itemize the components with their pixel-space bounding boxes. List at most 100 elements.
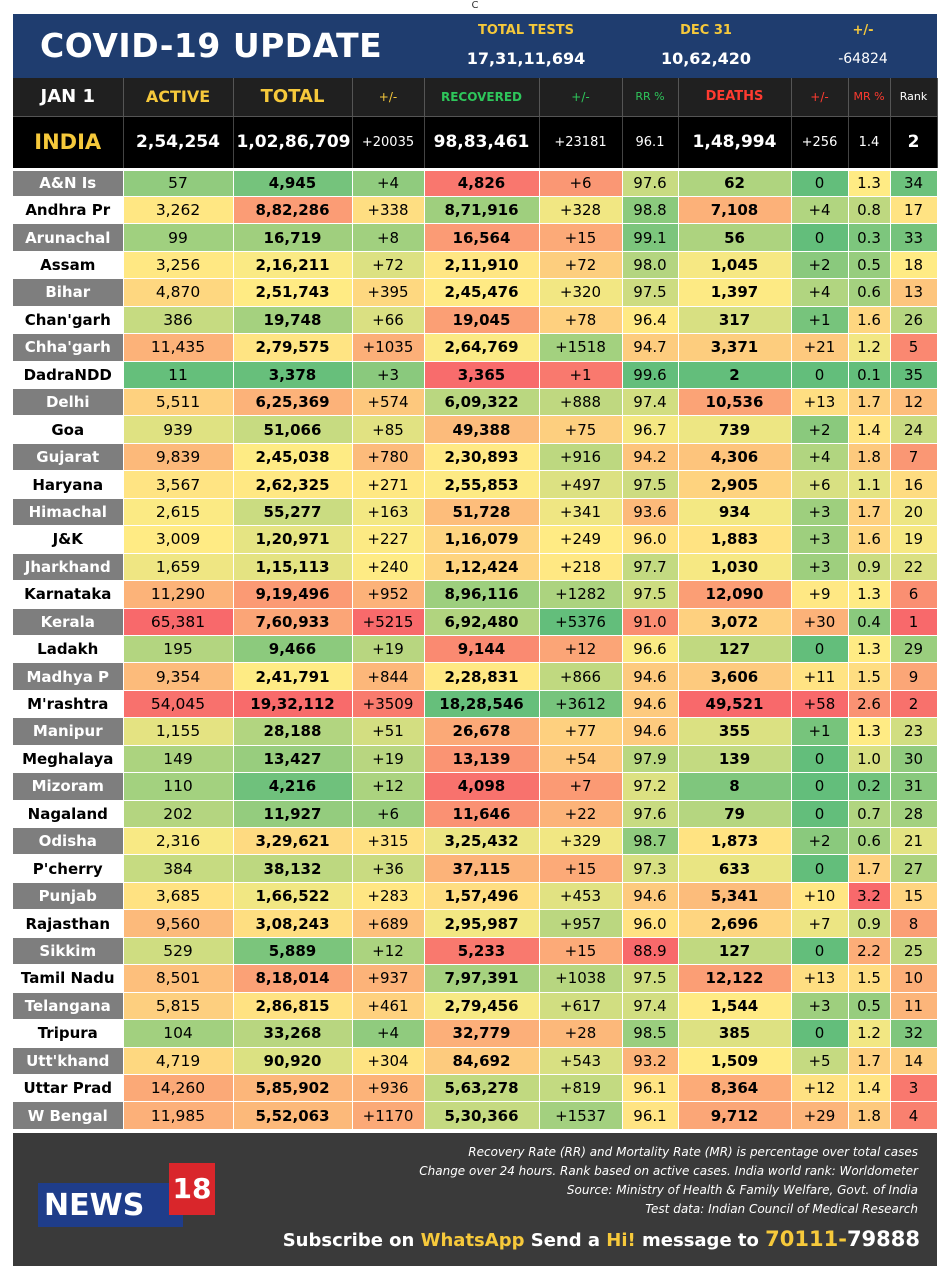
deaths-change-cell: 0 — [791, 854, 849, 883]
deaths-cell: 12,122 — [678, 964, 792, 993]
rank-cell: 35 — [890, 361, 938, 390]
rank-cell: 12 — [890, 388, 938, 417]
whatsapp-text: WhatsApp — [420, 1230, 525, 1251]
tests-change-label: +/- — [852, 23, 874, 38]
state-name: Himachal — [13, 498, 124, 527]
state-name: Goa — [13, 415, 124, 444]
rr-cell: 99.1 — [622, 223, 679, 252]
state-row: J&K 3,009 1,20,971 +227 1,16,079 +249 96.0 1,88… — [13, 525, 938, 554]
deaths-change-cell: +30 — [791, 608, 849, 636]
total-cell: 4,216 — [233, 772, 353, 801]
recovered-cell: 4,098 — [424, 772, 540, 801]
mr-cell: 3.2 — [848, 882, 891, 911]
tests-change-block: +/- -64824 — [818, 22, 908, 70]
deaths-change-cell: 0 — [791, 937, 849, 966]
rr-cell: 97.7 — [622, 553, 679, 582]
india-recovered-change: +23181 — [539, 116, 623, 171]
top-mark: C — [471, 0, 479, 11]
active-cell: 5,815 — [123, 992, 234, 1021]
total-change-cell: +6 — [352, 800, 425, 829]
state-name: Delhi — [13, 388, 124, 417]
state-row: Haryana 3,567 2,62,325 +271 2,55,853 +497 97.5… — [13, 470, 938, 499]
state-name: Bihar — [13, 278, 124, 307]
active-cell: 2,615 — [123, 498, 234, 527]
rank-cell: 8 — [890, 909, 938, 938]
recovered-change-cell: +957 — [539, 909, 623, 938]
india-name: INDIA — [13, 116, 124, 171]
deaths-cell: 2 — [678, 361, 792, 390]
total-cell: 19,32,112 — [233, 690, 353, 719]
total-change-cell: +844 — [352, 662, 425, 691]
recovered-change-cell: +543 — [539, 1047, 623, 1075]
rank-cell: 3 — [890, 1074, 938, 1103]
rank-cell: 9 — [890, 662, 938, 691]
total-cell: 1,66,522 — [233, 882, 353, 911]
total-cell: 11,927 — [233, 800, 353, 829]
active-cell: 11,290 — [123, 580, 234, 609]
active-cell: 386 — [123, 306, 234, 335]
state-row: Ladakh 195 9,466 +19 9,144 +12 96.6 127 0 1.3 29 — [13, 635, 938, 664]
deaths-cell: 12,090 — [678, 580, 792, 609]
rr-cell: 96.6 — [622, 635, 679, 664]
mr-cell: 1.7 — [848, 854, 891, 883]
recovered-cell: 3,25,432 — [424, 827, 540, 856]
active-cell: 11,985 — [123, 1101, 234, 1130]
rank-cell: 16 — [890, 470, 938, 499]
hi-text: Hi! — [606, 1230, 636, 1251]
recovered-change-cell: +5376 — [539, 608, 623, 636]
deaths-change-cell: +13 — [791, 388, 849, 417]
state-name: J&K — [13, 525, 124, 554]
recovered-cell: 2,11,910 — [424, 251, 540, 280]
total-change-cell: +315 — [352, 827, 425, 856]
recovered-change-cell: +22 — [539, 800, 623, 829]
active-cell: 110 — [123, 772, 234, 801]
recovered-cell: 2,45,476 — [424, 278, 540, 307]
note-change: Change over 24 hours. Rank based on acti… — [419, 1164, 918, 1178]
deaths-cell: 8 — [678, 772, 792, 801]
total-cell: 3,29,621 — [233, 827, 353, 856]
recovered-change-cell: +75 — [539, 415, 623, 444]
total-cell: 2,45,038 — [233, 443, 353, 472]
deaths-cell: 1,544 — [678, 992, 792, 1021]
daily-tests-block: DEC 31 10,62,420 — [641, 22, 771, 70]
active-cell: 4,870 — [123, 278, 234, 307]
deaths-change-cell: +2 — [791, 827, 849, 856]
total-change-cell: +51 — [352, 717, 425, 746]
recovered-change-cell: +617 — [539, 992, 623, 1021]
deaths-change-cell: 0 — [791, 745, 849, 774]
total-cell: 33,268 — [233, 1019, 353, 1048]
deaths-change-cell: +4 — [791, 278, 849, 307]
header-date: JAN 1 — [13, 78, 124, 117]
state-row: A&N Is 57 4,945 +4 4,826 +6 97.6 62 0 1.3 34 — [13, 169, 938, 197]
deaths-cell: 1,397 — [678, 278, 792, 307]
deaths-change-cell: +6 — [791, 470, 849, 499]
rr-cell: 96.7 — [622, 415, 679, 444]
rank-cell: 25 — [890, 937, 938, 966]
rank-cell: 27 — [890, 854, 938, 883]
deaths-change-cell: +9 — [791, 580, 849, 609]
state-row: DadraNDD 11 3,378 +3 3,365 +1 99.6 2 0 0.1 35 — [13, 361, 938, 390]
state-name: DadraNDD — [13, 361, 124, 390]
total-cell: 8,82,286 — [233, 196, 353, 225]
recovered-change-cell: +1518 — [539, 333, 623, 362]
rr-cell: 97.5 — [622, 278, 679, 307]
active-cell: 149 — [123, 745, 234, 774]
state-row: Uttar Prad 14,260 5,85,902 +936 5,63,278 +819… — [13, 1074, 938, 1103]
total-cell: 6,25,369 — [233, 388, 353, 417]
rank-cell: 4 — [890, 1101, 938, 1130]
rank-cell: 2 — [890, 690, 938, 719]
covid-table: JAN 1 ACTIVE TOTAL +/- RECOVERED +/- RR … — [13, 78, 938, 1130]
total-cell: 9,466 — [233, 635, 353, 664]
mr-cell: 0.2 — [848, 772, 891, 801]
india-rr: 96.1 — [622, 116, 679, 171]
mr-cell: 1.3 — [848, 635, 891, 664]
recovered-change-cell: +497 — [539, 470, 623, 499]
rank-cell: 13 — [890, 278, 938, 307]
state-name: Gujarat — [13, 443, 124, 472]
rank-cell: 32 — [890, 1019, 938, 1048]
total-cell: 9,19,496 — [233, 580, 353, 609]
india-rank: 2 — [890, 116, 938, 171]
mr-cell: 1.5 — [848, 964, 891, 993]
active-cell: 9,839 — [123, 443, 234, 472]
recovered-change-cell: +54 — [539, 745, 623, 774]
